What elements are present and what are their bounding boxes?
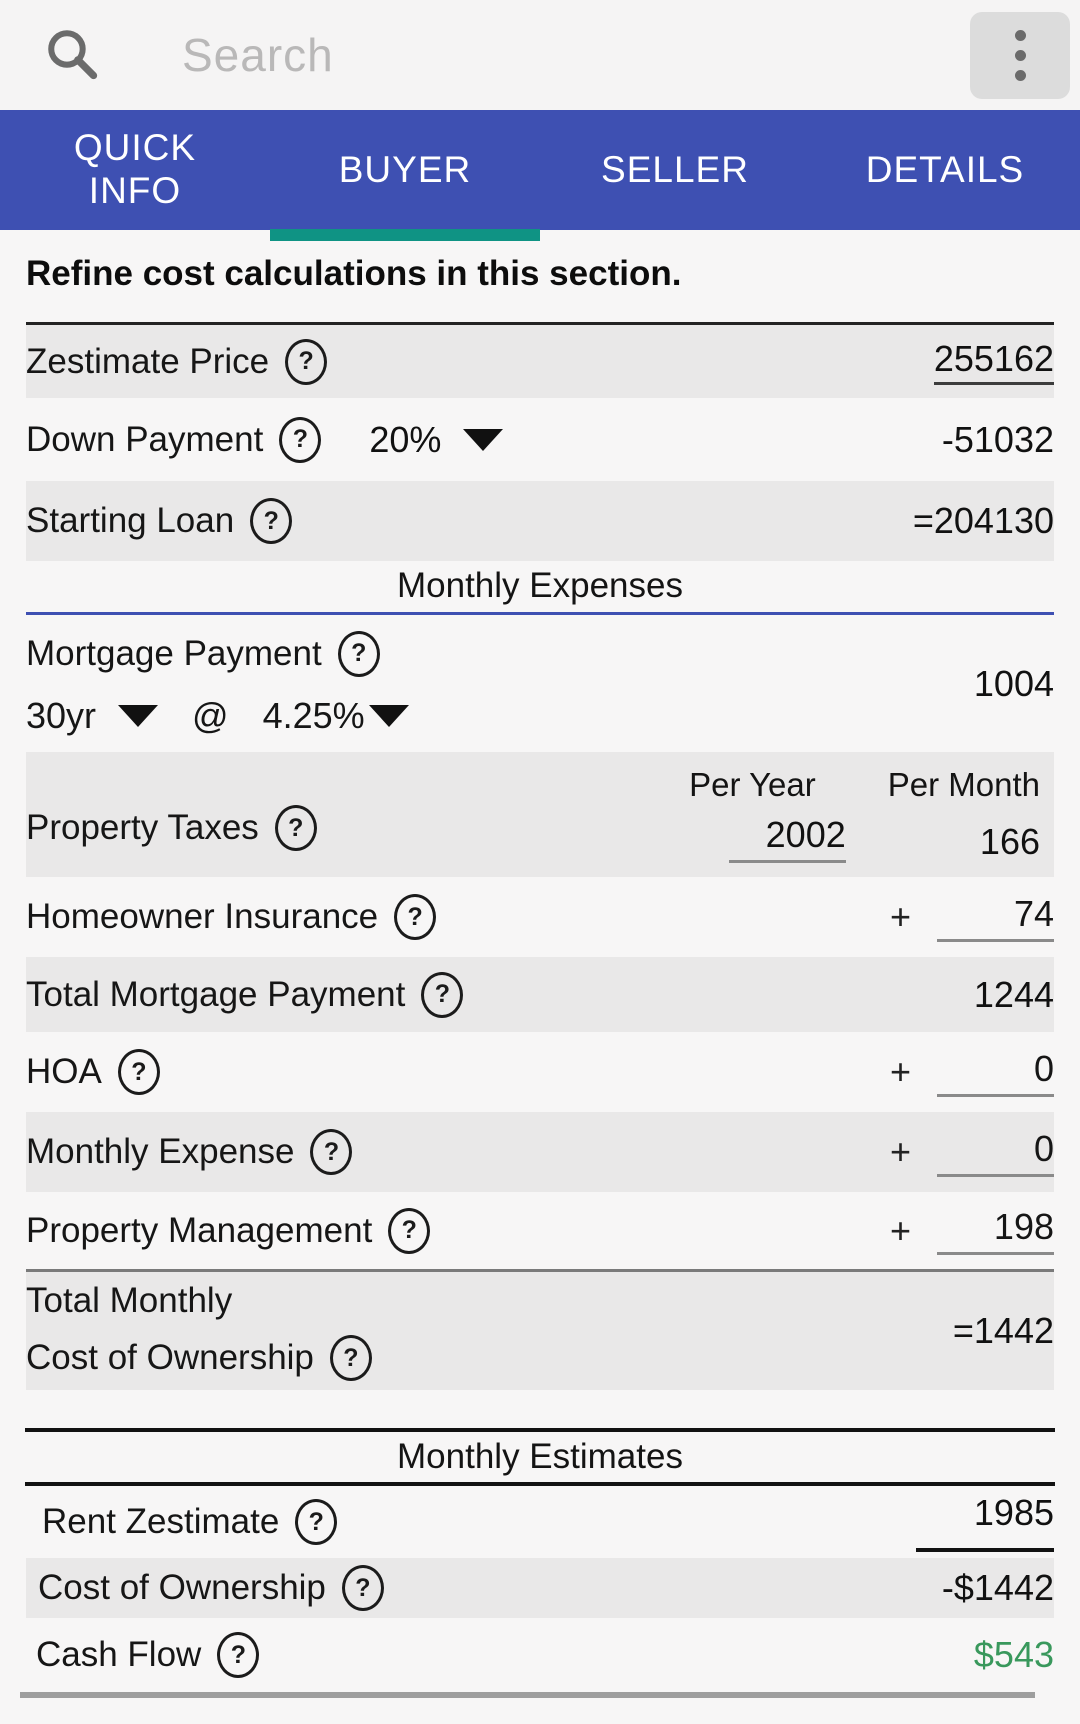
total-monthly-label-line1: Total Monthly bbox=[26, 1281, 233, 1320]
mortgage-payment-value: 1004 bbox=[973, 662, 1054, 704]
zestimate-price-field[interactable]: 255162 bbox=[933, 338, 1054, 385]
chevron-down-icon bbox=[118, 704, 159, 727]
row-monthly-expense: Monthly Expense ? + 0 bbox=[26, 1112, 1054, 1192]
row-mortgage-payment: Mortgage Payment ? 30yr @ 4.25% 1004 bbox=[26, 615, 1054, 752]
rent-zestimate-field[interactable]: 1985 bbox=[916, 1492, 1054, 1552]
section-note: Refine cost calculations in this section… bbox=[26, 254, 682, 293]
kebab-menu-icon bbox=[1014, 70, 1026, 81]
help-icon[interactable]: ? bbox=[117, 1049, 160, 1095]
search-input[interactable]: Search bbox=[182, 29, 334, 81]
row-property-management: Property Management ? + 198 bbox=[26, 1192, 1054, 1269]
row-down-payment: Down Payment ? 20% -51032 bbox=[26, 398, 1054, 481]
hoa-label: HOA bbox=[26, 1052, 102, 1091]
rent-zestimate-label: Rent Zestimate bbox=[42, 1502, 280, 1541]
row-rent-zestimate: Rent Zestimate ? 1985 bbox=[26, 1486, 1054, 1558]
interest-rate-dropdown[interactable]: 4.25% bbox=[263, 695, 409, 737]
tab-bar: QUICK INFO BUYER SELLER DETAILS bbox=[0, 110, 1080, 241]
property-taxes-label: Property Taxes bbox=[26, 808, 259, 847]
monthly-expenses-header: Monthly Expenses bbox=[397, 566, 683, 605]
divider bbox=[26, 1269, 1054, 1272]
zestimate-price-label: Zestimate Price bbox=[26, 341, 270, 381]
row-property-taxes: Property Taxes ? Per Year Per Month 2002… bbox=[26, 752, 1054, 877]
help-icon[interactable]: ? bbox=[217, 1632, 260, 1678]
monthly-expense-field[interactable]: 0 bbox=[937, 1128, 1054, 1177]
active-tab-indicator bbox=[270, 229, 540, 241]
down-payment-percent-dropdown[interactable]: 20% bbox=[369, 418, 504, 461]
row-homeowner-insurance: Homeowner Insurance ? + 74 bbox=[26, 877, 1054, 957]
help-icon[interactable]: ? bbox=[421, 971, 464, 1018]
tab-seller[interactable]: SELLER bbox=[601, 148, 749, 190]
cost-of-ownership-label: Cost of Ownership bbox=[38, 1568, 326, 1607]
hoa-field[interactable]: 0 bbox=[937, 1048, 1054, 1097]
per-year-column-header: Per Year bbox=[689, 766, 816, 803]
homeowner-insurance-label: Homeowner Insurance bbox=[26, 897, 379, 936]
at-symbol: @ bbox=[192, 694, 229, 736]
down-payment-value: -51032 bbox=[941, 418, 1054, 460]
plus-operator: + bbox=[889, 1131, 911, 1172]
help-icon[interactable]: ? bbox=[337, 630, 380, 677]
help-icon[interactable]: ? bbox=[310, 1129, 353, 1175]
help-icon[interactable]: ? bbox=[274, 805, 317, 851]
row-cash-flow: Cash Flow ? $543 bbox=[26, 1618, 1054, 1692]
property-taxes-per-year-field[interactable]: 2002 bbox=[728, 814, 846, 863]
down-payment-percent: 20% bbox=[369, 418, 442, 460]
cash-flow-label: Cash Flow bbox=[36, 1635, 202, 1674]
tab-buyer[interactable]: BUYER bbox=[338, 148, 472, 190]
mortgage-payment-label: Mortgage Payment bbox=[26, 633, 322, 673]
monthly-estimates-header: Monthly Estimates bbox=[397, 1437, 683, 1476]
total-monthly-cost-value: =1442 bbox=[952, 1310, 1054, 1351]
help-icon[interactable]: ? bbox=[295, 1499, 338, 1545]
row-starting-loan: Starting Loan ? =204130 bbox=[26, 481, 1054, 561]
row-hoa: HOA ? + 0 bbox=[26, 1032, 1054, 1112]
help-icon[interactable]: ? bbox=[279, 416, 322, 463]
tab-quick-info[interactable]: QUICK INFO bbox=[73, 127, 197, 211]
help-icon[interactable]: ? bbox=[341, 1565, 384, 1611]
loan-term-value: 30yr bbox=[26, 694, 97, 736]
help-icon[interactable]: ? bbox=[329, 1335, 372, 1381]
row-cost-of-ownership: Cost of Ownership ? -$1442 bbox=[26, 1558, 1054, 1618]
help-icon[interactable]: ? bbox=[285, 338, 328, 385]
homeowner-insurance-field[interactable]: 74 bbox=[937, 893, 1054, 942]
overflow-menu-button[interactable] bbox=[970, 12, 1070, 99]
tab-details[interactable]: DETAILS bbox=[865, 148, 1025, 190]
plus-operator: + bbox=[889, 1209, 911, 1251]
total-mortgage-payment-label: Total Mortgage Payment bbox=[26, 974, 406, 1014]
cost-of-ownership-value: -$1442 bbox=[941, 1567, 1054, 1608]
total-monthly-label-line2: Cost of Ownership bbox=[26, 1338, 314, 1377]
chevron-down-icon bbox=[368, 704, 409, 727]
monthly-expense-label: Monthly Expense bbox=[26, 1132, 295, 1171]
help-icon[interactable]: ? bbox=[388, 1207, 431, 1254]
per-month-column-header: Per Month bbox=[887, 766, 1040, 803]
divider bbox=[20, 1692, 1035, 1698]
starting-loan-value: =204130 bbox=[912, 500, 1054, 541]
divider bbox=[25, 1428, 1055, 1432]
divider bbox=[25, 1482, 1055, 1486]
kebab-menu-icon bbox=[1014, 30, 1026, 41]
property-management-field[interactable]: 198 bbox=[937, 1206, 1054, 1255]
loan-term-dropdown[interactable]: 30yr bbox=[26, 694, 159, 737]
search-icon bbox=[44, 26, 102, 84]
chevron-down-icon bbox=[463, 428, 504, 451]
cash-flow-value: $543 bbox=[973, 1634, 1054, 1675]
total-mortgage-payment-value: 1244 bbox=[973, 973, 1054, 1015]
row-total-mortgage-payment: Total Mortgage Payment ? 1244 bbox=[26, 957, 1054, 1032]
down-payment-label: Down Payment bbox=[26, 419, 264, 459]
row-zestimate-price: Zestimate Price ? 255162 bbox=[26, 325, 1054, 398]
interest-rate-value: 4.25% bbox=[262, 694, 365, 736]
starting-loan-label: Starting Loan bbox=[26, 501, 235, 540]
row-total-monthly-cost: Total Monthly Cost of Ownership ? =1442 bbox=[26, 1272, 1054, 1390]
divider bbox=[26, 612, 1054, 615]
kebab-menu-icon bbox=[1014, 50, 1026, 61]
search-bar: Search bbox=[0, 0, 1080, 110]
help-icon[interactable]: ? bbox=[394, 894, 437, 940]
help-icon[interactable]: ? bbox=[250, 498, 293, 544]
property-taxes-per-month-value: 166 bbox=[979, 821, 1040, 862]
property-management-label: Property Management bbox=[26, 1210, 373, 1250]
plus-operator: + bbox=[889, 896, 911, 937]
plus-operator: + bbox=[889, 1051, 911, 1092]
